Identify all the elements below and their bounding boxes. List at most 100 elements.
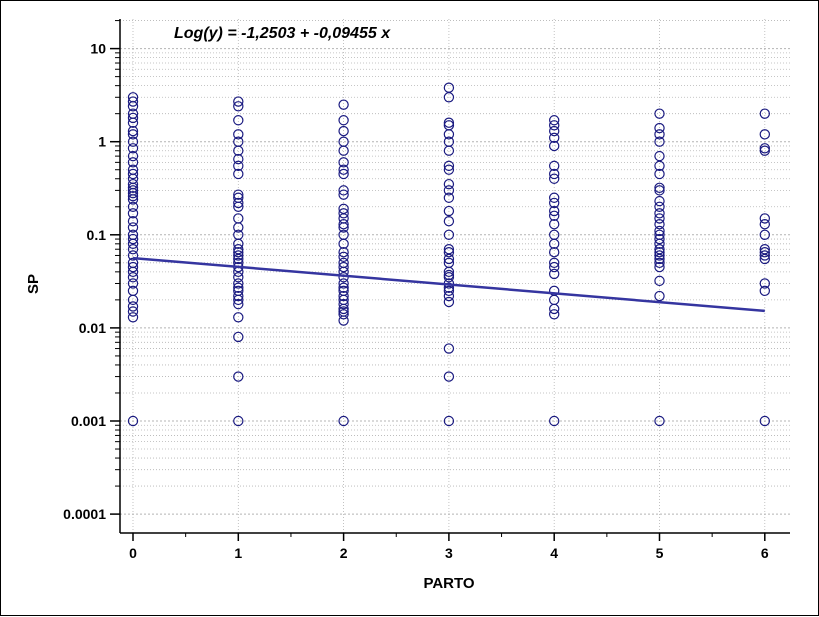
data-point [233,312,244,323]
x-axis-label: PARTO [423,575,474,592]
y-axis-label: SP [25,274,42,294]
x-tick-label: 5 [656,545,664,561]
data-point [549,210,560,221]
data-point [654,213,665,224]
data-point [233,331,244,343]
data-point [127,278,139,289]
data-point [759,415,771,427]
y-tick-label: 0.001 [71,413,106,429]
data-point [338,415,349,427]
data-point [127,143,139,154]
data-point [759,145,771,156]
data-point [443,253,455,265]
data-point [233,371,244,382]
data-point [759,253,771,265]
data-point [654,195,665,207]
data-point [127,150,139,162]
data-point [654,261,665,273]
data-point [338,309,349,320]
data-point [549,415,560,427]
data-point [654,415,665,427]
data-point [654,182,665,193]
data-point [549,247,560,258]
data-point [338,189,349,200]
data-point [549,257,560,269]
data-point [549,238,560,250]
data-point [654,108,665,119]
data-point [338,99,349,110]
data-point [654,208,665,219]
data-point [654,160,665,172]
data-point [443,145,455,156]
data-point [338,282,349,293]
y-tick-label: 0.01 [79,320,106,336]
data-point [654,253,665,265]
data-point [127,272,139,283]
data-point [127,112,139,124]
data-point [759,229,771,240]
data-point [127,187,139,199]
data-point [338,261,349,273]
x-tick-label: 1 [234,545,242,561]
data-point [443,296,455,308]
data-point [127,201,139,212]
data-point [654,233,665,245]
data-point [759,278,771,289]
data-point [443,160,455,172]
x-tick-label: 0 [129,545,137,561]
data-point [233,253,244,265]
labels: Log(y) = -1,2503 + -0,09455 x PARTO SP 0… [25,25,769,592]
data-point [338,278,349,289]
data-point [127,415,139,427]
data-point [127,182,139,193]
data-point [759,285,771,297]
x-tick-label: 2 [340,545,348,561]
data-point [443,290,455,302]
data-point [338,145,349,156]
data-point [443,178,455,190]
regression-line-group [132,256,765,313]
data-point [654,122,665,134]
data-point [233,247,244,258]
data-point [127,244,139,255]
data-point [759,213,771,224]
data-point [338,251,349,263]
data-point [338,125,349,137]
data-point [127,266,139,278]
data-point [443,229,455,240]
data-point [233,96,244,107]
data-point [443,272,455,283]
data-point [127,101,139,112]
data-point [338,157,349,168]
data-point [443,266,455,278]
data-point [127,125,139,137]
data-point [233,250,244,261]
data-point [443,215,455,227]
data-point [233,160,244,172]
data-point [654,247,665,258]
data-point [233,415,244,427]
data-point [443,129,455,140]
data-point [759,247,771,258]
data-point [654,168,665,180]
chart-title: Log(y) = -1,2503 + -0,09455 x [174,25,391,42]
data-point [338,208,349,219]
data-point [654,136,665,147]
data-point [127,294,139,306]
grid-lines [120,19,790,533]
data-point [127,157,139,168]
data-point [759,108,771,119]
data-point [127,129,139,140]
data-point [549,115,560,126]
data-point [549,160,560,172]
y-tick-label: 10 [90,41,106,57]
data-point [127,238,139,250]
data-point [443,282,455,293]
data-point [759,218,771,230]
data-point [549,140,560,152]
data-point [654,257,665,269]
data-point [654,250,665,261]
data-point [549,309,560,320]
x-tick-label: 3 [445,545,453,561]
